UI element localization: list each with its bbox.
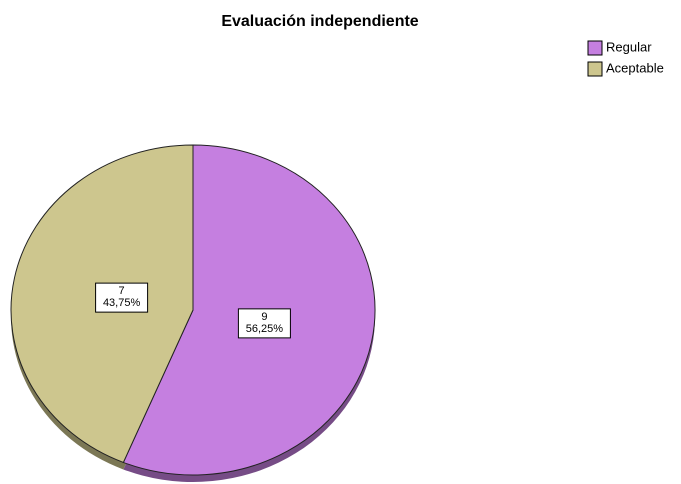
label-box xyxy=(237,308,291,339)
percent-label: 56,25% xyxy=(246,323,284,335)
legend-swatch xyxy=(587,40,603,56)
chart-title: Evaluación independiente xyxy=(221,13,418,30)
count-label: 7 xyxy=(119,285,125,297)
legend-label: Regular xyxy=(606,39,652,54)
legend-swatch xyxy=(587,61,603,77)
legend-label: Aceptable xyxy=(606,60,664,75)
count-label: 9 xyxy=(261,311,267,323)
percent-label: 43,75% xyxy=(103,297,141,309)
label-box xyxy=(95,282,149,313)
